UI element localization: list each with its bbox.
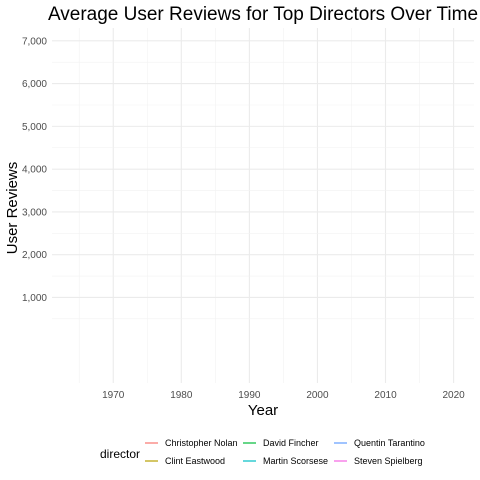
y-tick-label: 5,000: [22, 122, 47, 133]
x-tick-label: 1990: [238, 390, 261, 401]
tick-labels: 1970 1980 1990 2000 2010 2020 1,000 2,000 3,000 4…: [22, 36, 465, 401]
legend: Christopher Nolan Clint Eastwood David Fin…: [145, 438, 425, 466]
legend-label: Steven Spielberg: [354, 456, 423, 466]
legend-label: Martin Scorsese: [263, 456, 328, 466]
y-tick-label: 1,000: [22, 293, 47, 304]
legend-label: Christopher Nolan: [165, 438, 238, 448]
y-tick-label: 7,000: [22, 36, 47, 47]
y-tick-label: 2,000: [22, 250, 47, 261]
y-tick-label: 6,000: [22, 79, 47, 90]
grid-lines: [52, 28, 474, 383]
x-axis-title: Year: [248, 402, 278, 419]
y-axis-title: User Reviews: [4, 162, 21, 255]
legend-label: David Fincher: [263, 438, 319, 448]
y-tick-label: 4,000: [22, 165, 47, 176]
chart-title: Average User Reviews for Top Directors O…: [48, 4, 478, 25]
x-tick-label: 1980: [170, 390, 193, 401]
legend-label: Quentin Tarantino: [354, 438, 425, 448]
x-tick-label: 2020: [442, 390, 465, 401]
x-tick-label: 2010: [374, 390, 397, 401]
x-tick-label: 1970: [102, 390, 125, 401]
legend-title: director: [100, 447, 140, 461]
y-tick-label: 3,000: [22, 207, 47, 218]
legend-label: Clint Eastwood: [165, 456, 225, 466]
x-tick-label: 2000: [306, 390, 329, 401]
